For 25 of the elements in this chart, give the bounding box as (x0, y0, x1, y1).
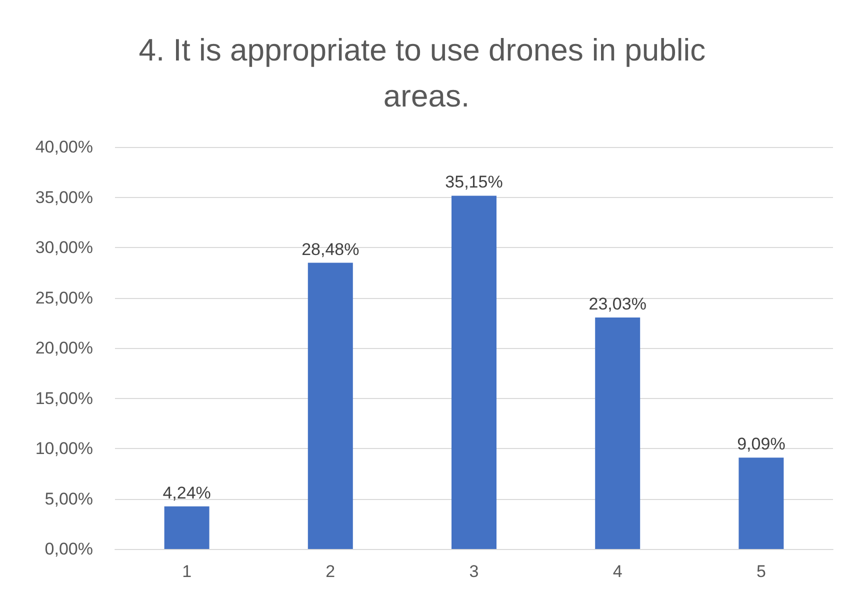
y-tick-label: 35,00% (35, 188, 93, 207)
y-tick-label: 20,00% (35, 338, 93, 358)
bar (164, 506, 210, 549)
x-tick-label: 4 (612, 562, 622, 581)
y-tick-label: 40,00% (35, 138, 93, 156)
bar (738, 458, 784, 549)
data-label: 4,24% (162, 483, 211, 502)
chart-title: 4. It is appropriate to use drones in public areas. (138, 32, 714, 114)
y-tick-label: 30,00% (35, 238, 93, 257)
bar (595, 318, 640, 549)
bar (308, 262, 353, 549)
data-label: 9,09% (737, 434, 786, 454)
y-tick-label: 0,00% (44, 540, 93, 558)
x-tick-label: 5 (756, 562, 766, 581)
y-tick-label: 15,00% (35, 388, 93, 408)
data-label: 28,48% (302, 240, 360, 259)
data-label: 23,03% (588, 294, 646, 314)
bar (452, 196, 496, 549)
x-tick-label: 1 (182, 562, 192, 581)
y-tick-label: 5,00% (44, 489, 93, 508)
data-label: 35,15% (445, 172, 503, 192)
x-tick-label: 3 (469, 562, 479, 581)
y-tick-label: 25,00% (35, 288, 93, 308)
y-tick-label: 10,00% (35, 439, 93, 458)
x-tick-label: 2 (326, 562, 336, 581)
